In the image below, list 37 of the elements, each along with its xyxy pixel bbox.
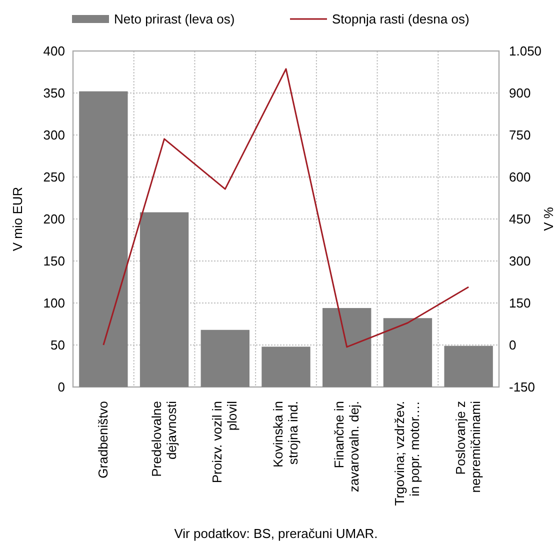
y-tick-label: 200 [43, 212, 65, 227]
legend-label: Neto prirast (leva os) [114, 12, 235, 27]
line-series [102, 68, 470, 348]
bar [79, 91, 128, 387]
y-tick-label: 100 [43, 296, 65, 311]
bar [444, 346, 493, 387]
y-tick-label: 350 [43, 86, 65, 101]
y2-tick-label: 750 [509, 128, 531, 143]
y2-tick-label: 450 [509, 212, 531, 227]
y2-tick-label: 900 [509, 86, 531, 101]
bar [200, 330, 250, 387]
x-tick-label: Gradbeništvo [95, 401, 110, 478]
y2-tick-label: 0 [509, 338, 516, 353]
y-tick-label: 250 [43, 170, 65, 185]
y2-tick-label: 600 [509, 170, 531, 185]
y-axis-title: V mio EUR [10, 186, 25, 252]
bar [322, 308, 372, 387]
y-tick-label: 400 [43, 44, 65, 59]
y-tick-label: 0 [58, 380, 65, 395]
y2-axis-title: V % [541, 206, 556, 231]
y2-tick-label: 300 [509, 254, 531, 269]
x-tick-label: Trgovina; vzdržev. in popr. motor.… [392, 401, 422, 506]
x-tick-label: Predelovalne dejavnosti [148, 400, 179, 477]
bar [262, 346, 310, 387]
x-tick-label: Kovinska in strojna ind. [270, 401, 300, 468]
x-tick-label: Finančne in zavarovaln. dej. [331, 401, 362, 492]
text: Vir podatkov: BS, preračuni UMAR. [174, 526, 378, 541]
y2-tick-label: 1.050 [509, 44, 542, 59]
y2-tick-label: -150 [509, 380, 536, 395]
y-tick-label: 300 [43, 128, 65, 143]
legend-label: Stopnja rasti (desna os) [332, 12, 470, 27]
x-tick-label: Proizv. vozil in plovil [210, 400, 240, 484]
y-tick-label: 150 [43, 254, 65, 269]
bar [383, 318, 432, 387]
y2-tick-label: 150 [509, 296, 531, 311]
bar [140, 212, 189, 387]
y-tick-label: 50 [50, 338, 65, 353]
